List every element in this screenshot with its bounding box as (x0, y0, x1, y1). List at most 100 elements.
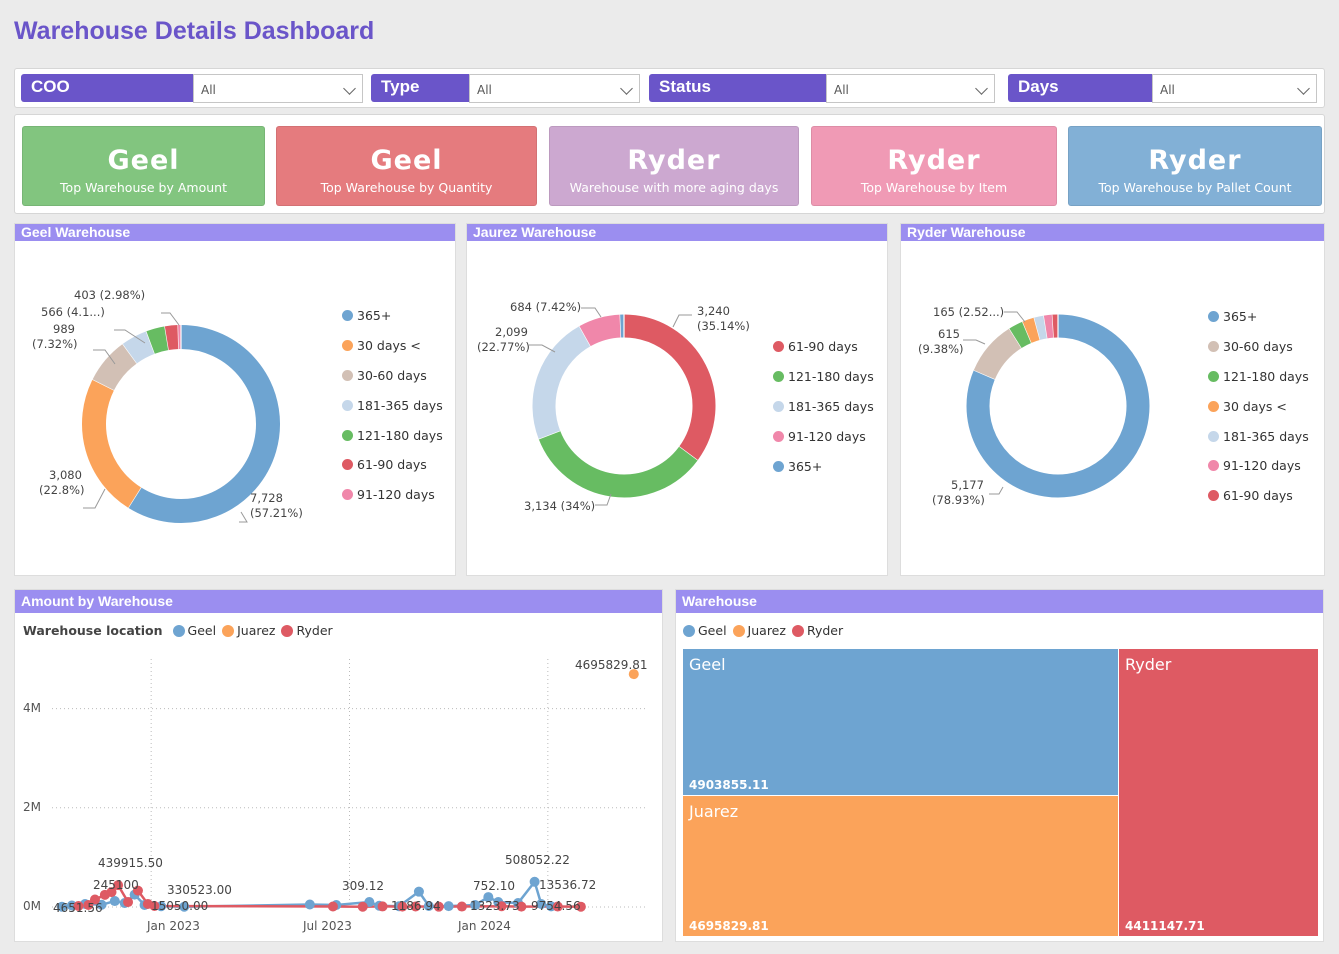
donut-slice-121-180-days[interactable] (1009, 321, 1032, 349)
data-point-ryder[interactable] (113, 880, 124, 891)
data-point-ryder[interactable] (327, 901, 338, 912)
donut-slice-121-180-days[interactable] (538, 430, 698, 498)
data-point-ryder[interactable] (397, 901, 408, 912)
legend-item-61-90-days[interactable]: 61-90 days (773, 332, 874, 362)
slice-label: 3,134 (34%) (524, 499, 596, 513)
data-point-geel[interactable] (470, 900, 481, 911)
status-slicer[interactable]: Status All (649, 74, 995, 103)
data-point-ryder[interactable] (433, 901, 444, 912)
legend-item-juarez[interactable]: Juarez (732, 623, 786, 638)
legend-item-121-180-days[interactable]: 121-180 days (1208, 362, 1309, 392)
data-point-geel[interactable] (56, 901, 67, 912)
data-point-geel[interactable] (179, 901, 190, 912)
data-point-geel[interactable] (443, 901, 454, 912)
data-point-ryder[interactable] (106, 887, 117, 898)
data-point-geel[interactable] (529, 876, 540, 887)
amount-by-warehouse-panel: Amount by Warehouse Warehouse location G… (14, 589, 663, 942)
donut-slice-61-90-days[interactable] (623, 314, 716, 461)
data-point-ryder[interactable] (73, 901, 84, 912)
legend-item-181-365-days[interactable]: 181-365 days (773, 392, 874, 422)
status-slicer-value: All (834, 83, 849, 97)
data-label: 13536.72 (539, 878, 596, 892)
data-point-ryder[interactable] (123, 897, 134, 908)
coo-slicer[interactable]: COO All (21, 74, 363, 103)
data-point-geel[interactable] (413, 886, 424, 897)
legend-item-365-[interactable]: 365+ (1208, 302, 1309, 332)
data-point-ryder[interactable] (132, 885, 143, 896)
legend-item-30-60-days[interactable]: 30-60 days (1208, 332, 1309, 362)
data-point-ryder[interactable] (496, 901, 507, 912)
days-slicer-dropdown[interactable]: All (1152, 74, 1317, 103)
days-slicer[interactable]: Days All (1008, 74, 1317, 103)
data-point-geel[interactable] (304, 899, 315, 910)
data-point-ryder[interactable] (516, 901, 527, 912)
data-point-ryder[interactable] (410, 901, 421, 912)
legend-dot (342, 310, 353, 322)
data-point-geel[interactable] (536, 899, 547, 910)
legend-item-61-90-days[interactable]: 61-90 days (1208, 481, 1309, 511)
slice-label: 7,728 (250, 491, 283, 505)
legend-dot (342, 459, 353, 471)
legend-label: 30 days < (1223, 398, 1287, 414)
data-point-ryder[interactable] (357, 901, 368, 912)
slice-label: (57.21%) (250, 506, 303, 520)
data-point-ryder[interactable] (552, 901, 563, 912)
type-slicer-dropdown[interactable]: All (469, 74, 640, 103)
data-point-ryder[interactable] (456, 901, 467, 912)
donut-slice-365-[interactable] (966, 314, 1150, 498)
legend-item-ryder[interactable]: Ryder (791, 623, 843, 638)
legend-label: 91-120 days (788, 428, 866, 444)
legend-label: Geel (187, 623, 217, 638)
donut-slice-30-days-[interactable] (1022, 317, 1041, 343)
panel-title: Ryder Warehouse (901, 224, 1324, 241)
legend-item-geel[interactable]: Geel (172, 623, 217, 638)
treemap-tile-geel[interactable]: Geel 4903855.11 (682, 648, 1119, 796)
legend-item-181-365-days[interactable]: 181-365 days (342, 390, 443, 420)
legend-item-30-60-days[interactable]: 30-60 days (342, 361, 443, 391)
legend-item-121-180-days[interactable]: 121-180 days (342, 420, 443, 450)
coo-slicer-dropdown[interactable]: All (193, 74, 363, 103)
legend-item-91-120-days[interactable]: 91-120 days (1208, 451, 1309, 481)
data-point-juarez[interactable] (628, 669, 639, 680)
data-point-geel[interactable] (483, 892, 494, 903)
legend-item-181-365-days[interactable]: 181-365 days (1208, 421, 1309, 451)
treemap-tile-ryder[interactable]: Ryder 4411147.71 (1118, 648, 1319, 937)
legend-item-30-days-[interactable]: 30 days < (1208, 391, 1309, 421)
legend-dot (683, 624, 695, 637)
donut-slice-91-120-days[interactable] (579, 314, 622, 347)
donut-slice-61-90-days[interactable] (164, 325, 179, 351)
data-point-ryder[interactable] (83, 900, 94, 911)
tile-name: Geel (689, 655, 726, 674)
data-point-geel[interactable] (109, 896, 120, 907)
data-point-ryder[interactable] (575, 901, 586, 912)
legend-item-juarez[interactable]: Juarez (222, 623, 275, 638)
legend-item-geel[interactable]: Geel (683, 623, 727, 638)
legend-item-365-[interactable]: 365+ (342, 301, 443, 331)
treemap-tile-juarez[interactable]: Juarez 4695829.81 (682, 795, 1119, 937)
legend-dot (342, 429, 353, 441)
donut-slice-30-60-days[interactable] (92, 343, 138, 391)
type-slicer[interactable]: Type All (371, 74, 640, 103)
legend-item-ryder[interactable]: Ryder (281, 623, 333, 638)
data-point-ryder[interactable] (377, 901, 388, 912)
donut-slice-365-[interactable] (128, 325, 280, 523)
donut-slice-121-180-days[interactable] (146, 326, 170, 354)
kpi-card-more-aging-days: Ryder Warehouse with more aging days (549, 126, 799, 206)
donut-slice-181-365-days[interactable] (1034, 315, 1048, 340)
legend-item-91-120-days[interactable]: 91-120 days (342, 480, 443, 510)
data-point-ryder[interactable] (149, 901, 160, 912)
donut-slice-181-365-days[interactable] (122, 331, 156, 364)
legend-item-121-180-days[interactable]: 121-180 days (773, 362, 874, 392)
donut-slice-30-60-days[interactable] (973, 328, 1022, 380)
donut-slice-91-120-days[interactable] (1043, 314, 1054, 339)
data-point-ryder[interactable] (89, 894, 100, 905)
legend-item-30-days-[interactable]: 30 days < (342, 331, 443, 361)
legend-item-91-120-days[interactable]: 91-120 days (773, 421, 874, 451)
status-slicer-dropdown[interactable]: All (826, 74, 995, 103)
legend-dot (281, 624, 294, 637)
legend-item-61-90-days[interactable]: 61-90 days (342, 450, 443, 480)
donut-slice-30-days-[interactable] (82, 379, 142, 508)
data-point-geel[interactable] (423, 901, 434, 912)
legend-item-365-[interactable]: 365+ (773, 451, 874, 481)
donut-slice-181-365-days[interactable] (532, 326, 592, 439)
